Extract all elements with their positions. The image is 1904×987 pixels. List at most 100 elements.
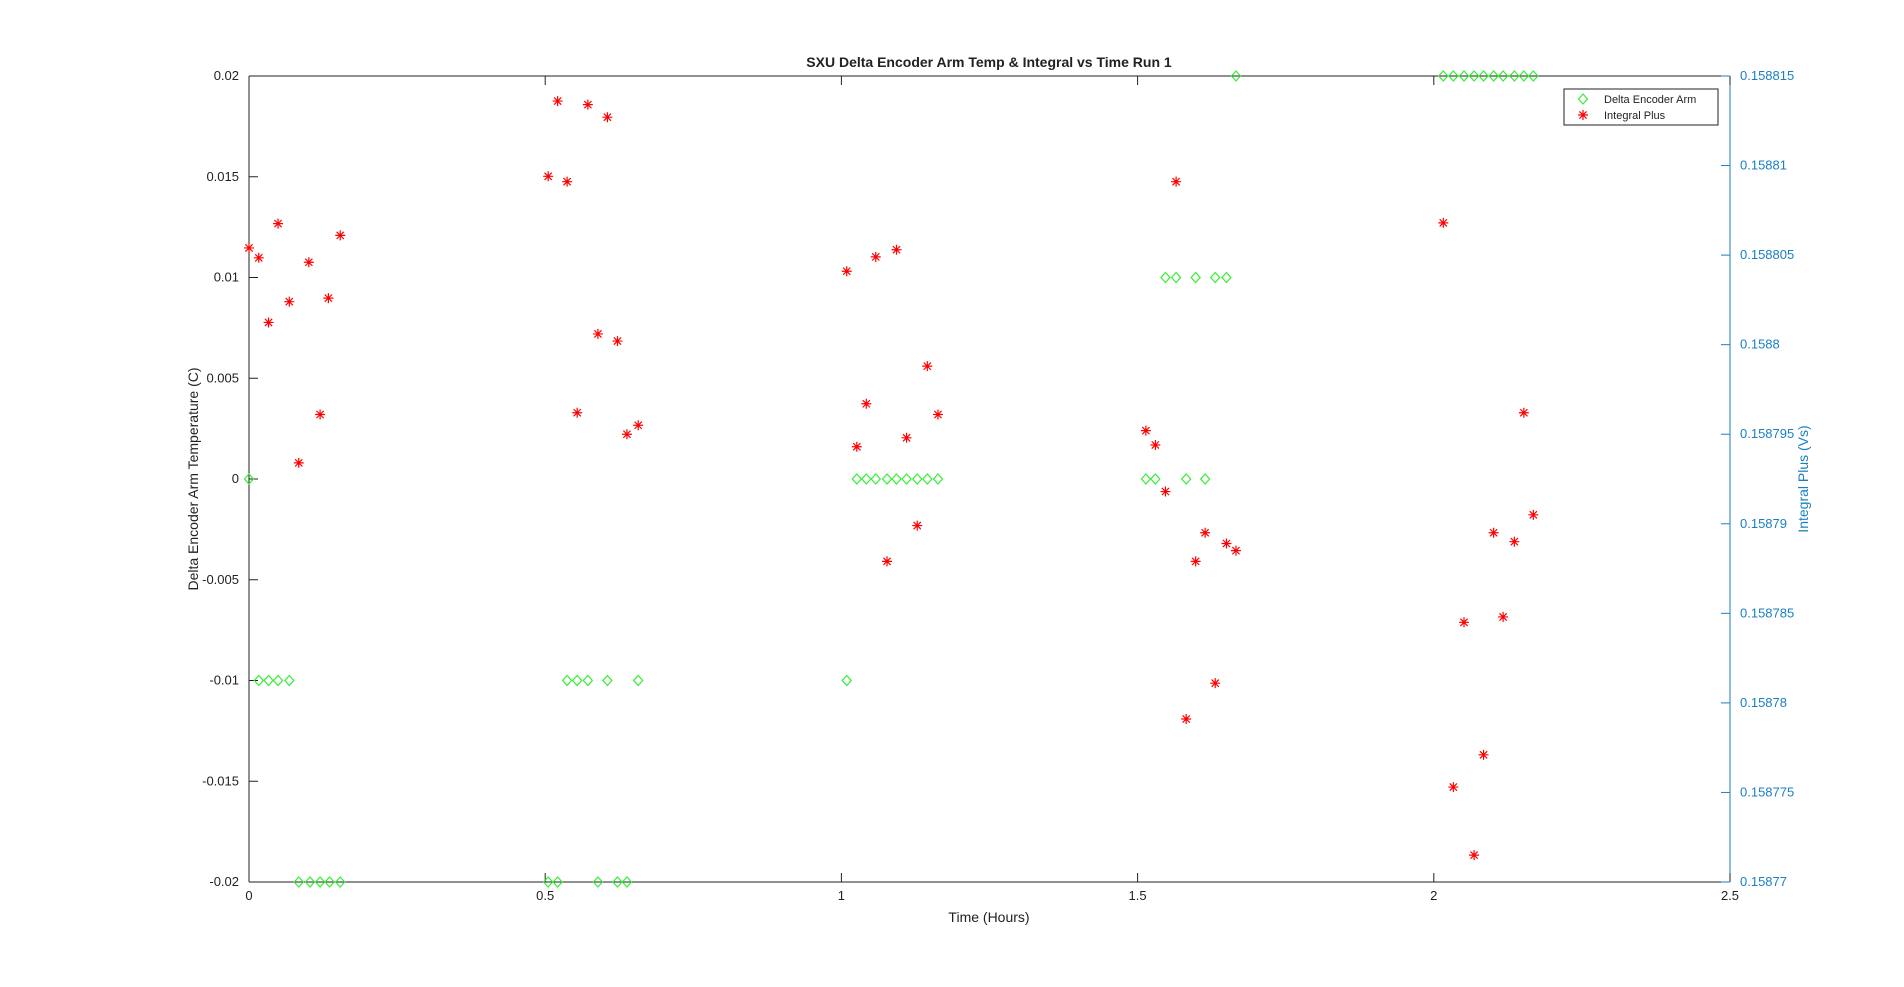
- point: [912, 520, 923, 531]
- point: [571, 674, 583, 687]
- y2-tick-label: 0.15881: [1740, 158, 1787, 173]
- point: [542, 876, 554, 888]
- point: [572, 407, 583, 418]
- point: [1448, 70, 1459, 82]
- point: [1498, 611, 1509, 622]
- point: [1459, 617, 1470, 628]
- point: [1230, 545, 1241, 556]
- point: [304, 876, 316, 888]
- point: [1478, 70, 1489, 82]
- point: [1468, 70, 1480, 82]
- point: [1518, 70, 1530, 82]
- point: [1230, 70, 1242, 82]
- y-tick-label: 0: [232, 471, 239, 486]
- point: [273, 218, 284, 229]
- point: [882, 556, 893, 567]
- point: [1509, 70, 1520, 82]
- point: [283, 674, 295, 687]
- y2-tick-label: 0.15878: [1740, 695, 1787, 710]
- point: [841, 266, 852, 277]
- point: [870, 251, 881, 262]
- x-tick-label: 1: [838, 888, 845, 903]
- point: [932, 409, 943, 420]
- point: [621, 429, 632, 440]
- point: [841, 674, 853, 687]
- point: [1209, 271, 1221, 284]
- point: [891, 473, 902, 485]
- point: [543, 171, 554, 182]
- y-tick-label: 0.02: [214, 68, 239, 83]
- point: [1478, 749, 1489, 760]
- x-tick-label: 2.5: [1721, 888, 1739, 903]
- y-tick-label: -0.015: [202, 773, 239, 788]
- point: [293, 457, 304, 468]
- point: [1438, 217, 1449, 228]
- point: [1160, 271, 1171, 284]
- point: [621, 876, 633, 888]
- x-tick-label: 2: [1430, 888, 1437, 903]
- point: [582, 674, 594, 687]
- y2-tick-label: 0.15879: [1740, 516, 1787, 531]
- point: [851, 473, 863, 485]
- point: [1221, 538, 1232, 549]
- point: [1488, 527, 1499, 538]
- point: [911, 473, 923, 485]
- y-tick-label: -0.005: [202, 572, 239, 587]
- y-tick-label: 0.005: [206, 370, 239, 385]
- point: [592, 328, 603, 339]
- point: [243, 473, 255, 485]
- point: [314, 876, 326, 888]
- y2-tick-label: 0.158785: [1740, 605, 1794, 620]
- point: [851, 441, 862, 452]
- point: [1140, 425, 1151, 436]
- point: [561, 674, 573, 687]
- point: [891, 244, 902, 255]
- point: [602, 674, 613, 687]
- point: [1199, 473, 1211, 485]
- point: [562, 176, 573, 187]
- chart-title: SXU Delta Encoder Arm Temp & Integral vs…: [806, 54, 1172, 70]
- point: [1181, 714, 1192, 725]
- point: [1448, 782, 1459, 793]
- y2-tick-label: 0.1588: [1740, 337, 1780, 352]
- point: [602, 112, 613, 123]
- point: [284, 296, 295, 307]
- y2-tick-label: 0.15877: [1740, 874, 1787, 889]
- legend-box: [1563, 88, 1719, 126]
- point: [1221, 271, 1232, 284]
- point: [592, 876, 604, 888]
- legend-marker: [1577, 93, 1589, 105]
- point: [253, 252, 264, 263]
- y-tick-label: 0.015: [206, 169, 239, 184]
- point: [901, 432, 912, 443]
- x-tick-label: 0: [245, 888, 252, 903]
- point: [612, 336, 623, 347]
- point: [1488, 70, 1499, 82]
- point: [334, 876, 346, 888]
- point: [303, 257, 314, 268]
- y-axis-label: Delta Encoder Arm Temperature (C): [185, 367, 201, 590]
- point: [263, 317, 274, 328]
- point: [1528, 70, 1539, 82]
- point: [253, 674, 265, 687]
- point: [1190, 271, 1201, 284]
- legend-label: Integral Plus: [1604, 110, 1666, 122]
- point: [293, 876, 305, 888]
- y2-tick-label: 0.158805: [1740, 247, 1794, 262]
- point: [324, 876, 335, 888]
- x-tick-label: 0.5: [536, 888, 554, 903]
- x-axis-label: Time (Hours): [948, 909, 1029, 925]
- point: [1210, 678, 1221, 689]
- y2-tick-label: 0.158775: [1740, 784, 1794, 799]
- point: [1150, 473, 1161, 485]
- point: [921, 473, 933, 485]
- point: [1170, 271, 1182, 284]
- point: [633, 420, 644, 431]
- y-tick-label: -0.02: [209, 874, 239, 889]
- point: [244, 242, 254, 253]
- x-tick-label: 1.5: [1129, 888, 1147, 903]
- point: [612, 876, 623, 888]
- legend-marker: [1578, 110, 1588, 120]
- point: [552, 876, 563, 888]
